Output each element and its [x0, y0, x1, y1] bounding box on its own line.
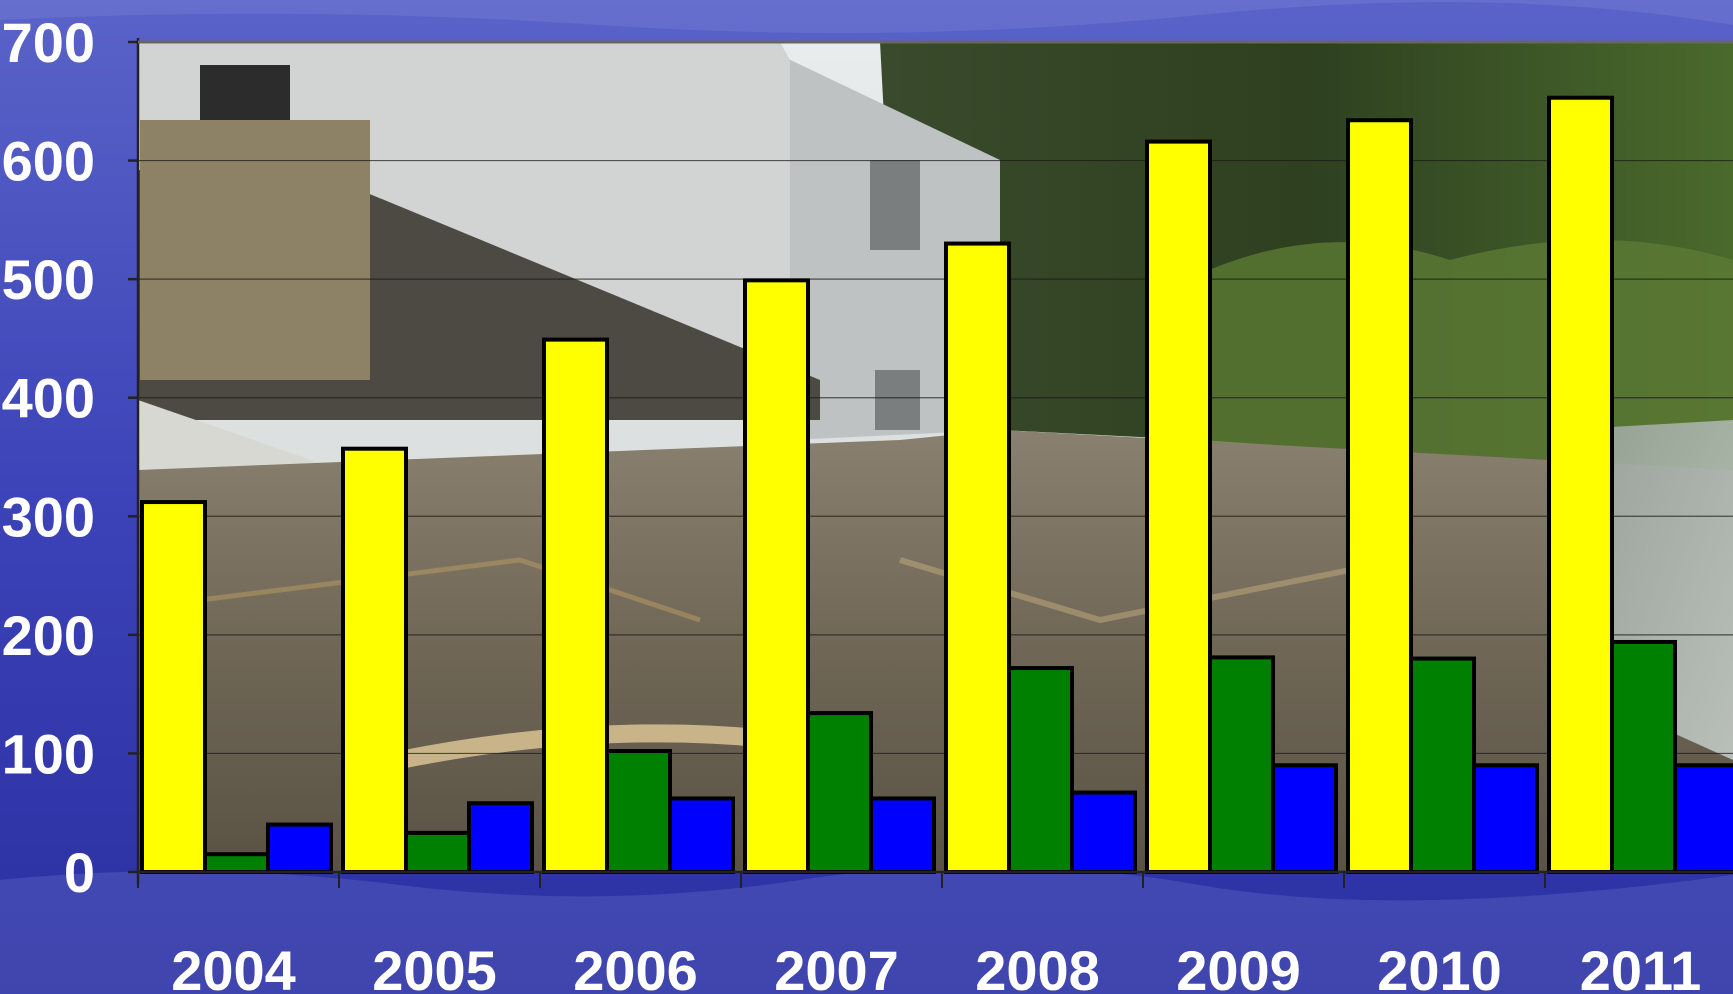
bar-2011-series-1 [1547, 95, 1614, 874]
bar-2009-series-1 [1145, 139, 1212, 875]
bar-2007-series-1 [743, 278, 810, 875]
x-tick-label-2004: 2004 [171, 939, 296, 994]
y-tick-label-600: 600 [2, 130, 95, 193]
bar-2005-series-2 [404, 830, 471, 874]
bar-2006-series-3 [668, 796, 735, 874]
bar-2010-series-2 [1409, 656, 1476, 874]
axes [128, 38, 1733, 888]
bar-2010-series-1 [1346, 118, 1413, 874]
bar-2009-series-2 [1208, 655, 1275, 875]
bar-2005-series-1 [341, 446, 408, 874]
flood-damaged-house-photo [138, 42, 1733, 872]
x-tick-labels: 2004 2005 2006 2007 2008 2009 2010 2011 [171, 939, 1701, 994]
y-tick-label-700: 700 [2, 11, 95, 74]
bar-2011-series-2 [1610, 639, 1677, 874]
x-tick-label-2008: 2008 [975, 939, 1100, 994]
bars [140, 95, 1733, 875]
bar-2008-series-1 [944, 241, 1011, 875]
y-tick-label-500: 500 [2, 248, 95, 311]
bar-2009-series-3 [1271, 763, 1338, 874]
x-tick-label-2009: 2009 [1176, 939, 1301, 994]
bar-2011-series-3 [1673, 763, 1733, 874]
y-tick-label-400: 400 [2, 367, 95, 430]
bar-2004-series-1 [140, 500, 207, 874]
bar-2005-series-3 [467, 801, 534, 875]
y-tick-label-300: 300 [2, 485, 95, 548]
bar-2004-series-3 [266, 822, 333, 874]
bar-2004-series-2 [203, 852, 270, 875]
x-tick-label-2011: 2011 [1580, 939, 1702, 994]
y-tick-labels: 0 100 200 300 400 500 600 700 [2, 11, 95, 904]
bar-2007-series-3 [869, 796, 936, 874]
x-tick-label-2005: 2005 [372, 939, 497, 994]
bar-2008-series-2 [1007, 666, 1074, 874]
bar-2006-series-2 [605, 749, 672, 874]
x-tick-label-2006: 2006 [573, 939, 698, 994]
y-tick-label-0: 0 [64, 841, 95, 904]
bar-2006-series-1 [542, 337, 609, 875]
bar-2007-series-2 [806, 711, 873, 874]
y-tick-label-200: 200 [2, 604, 95, 667]
x-tick-label-2010: 2010 [1377, 939, 1502, 994]
bar-2010-series-3 [1472, 763, 1539, 874]
bar-2008-series-3 [1070, 790, 1137, 874]
x-tick-label-2007: 2007 [774, 939, 899, 994]
y-tick-label-100: 100 [2, 722, 95, 785]
